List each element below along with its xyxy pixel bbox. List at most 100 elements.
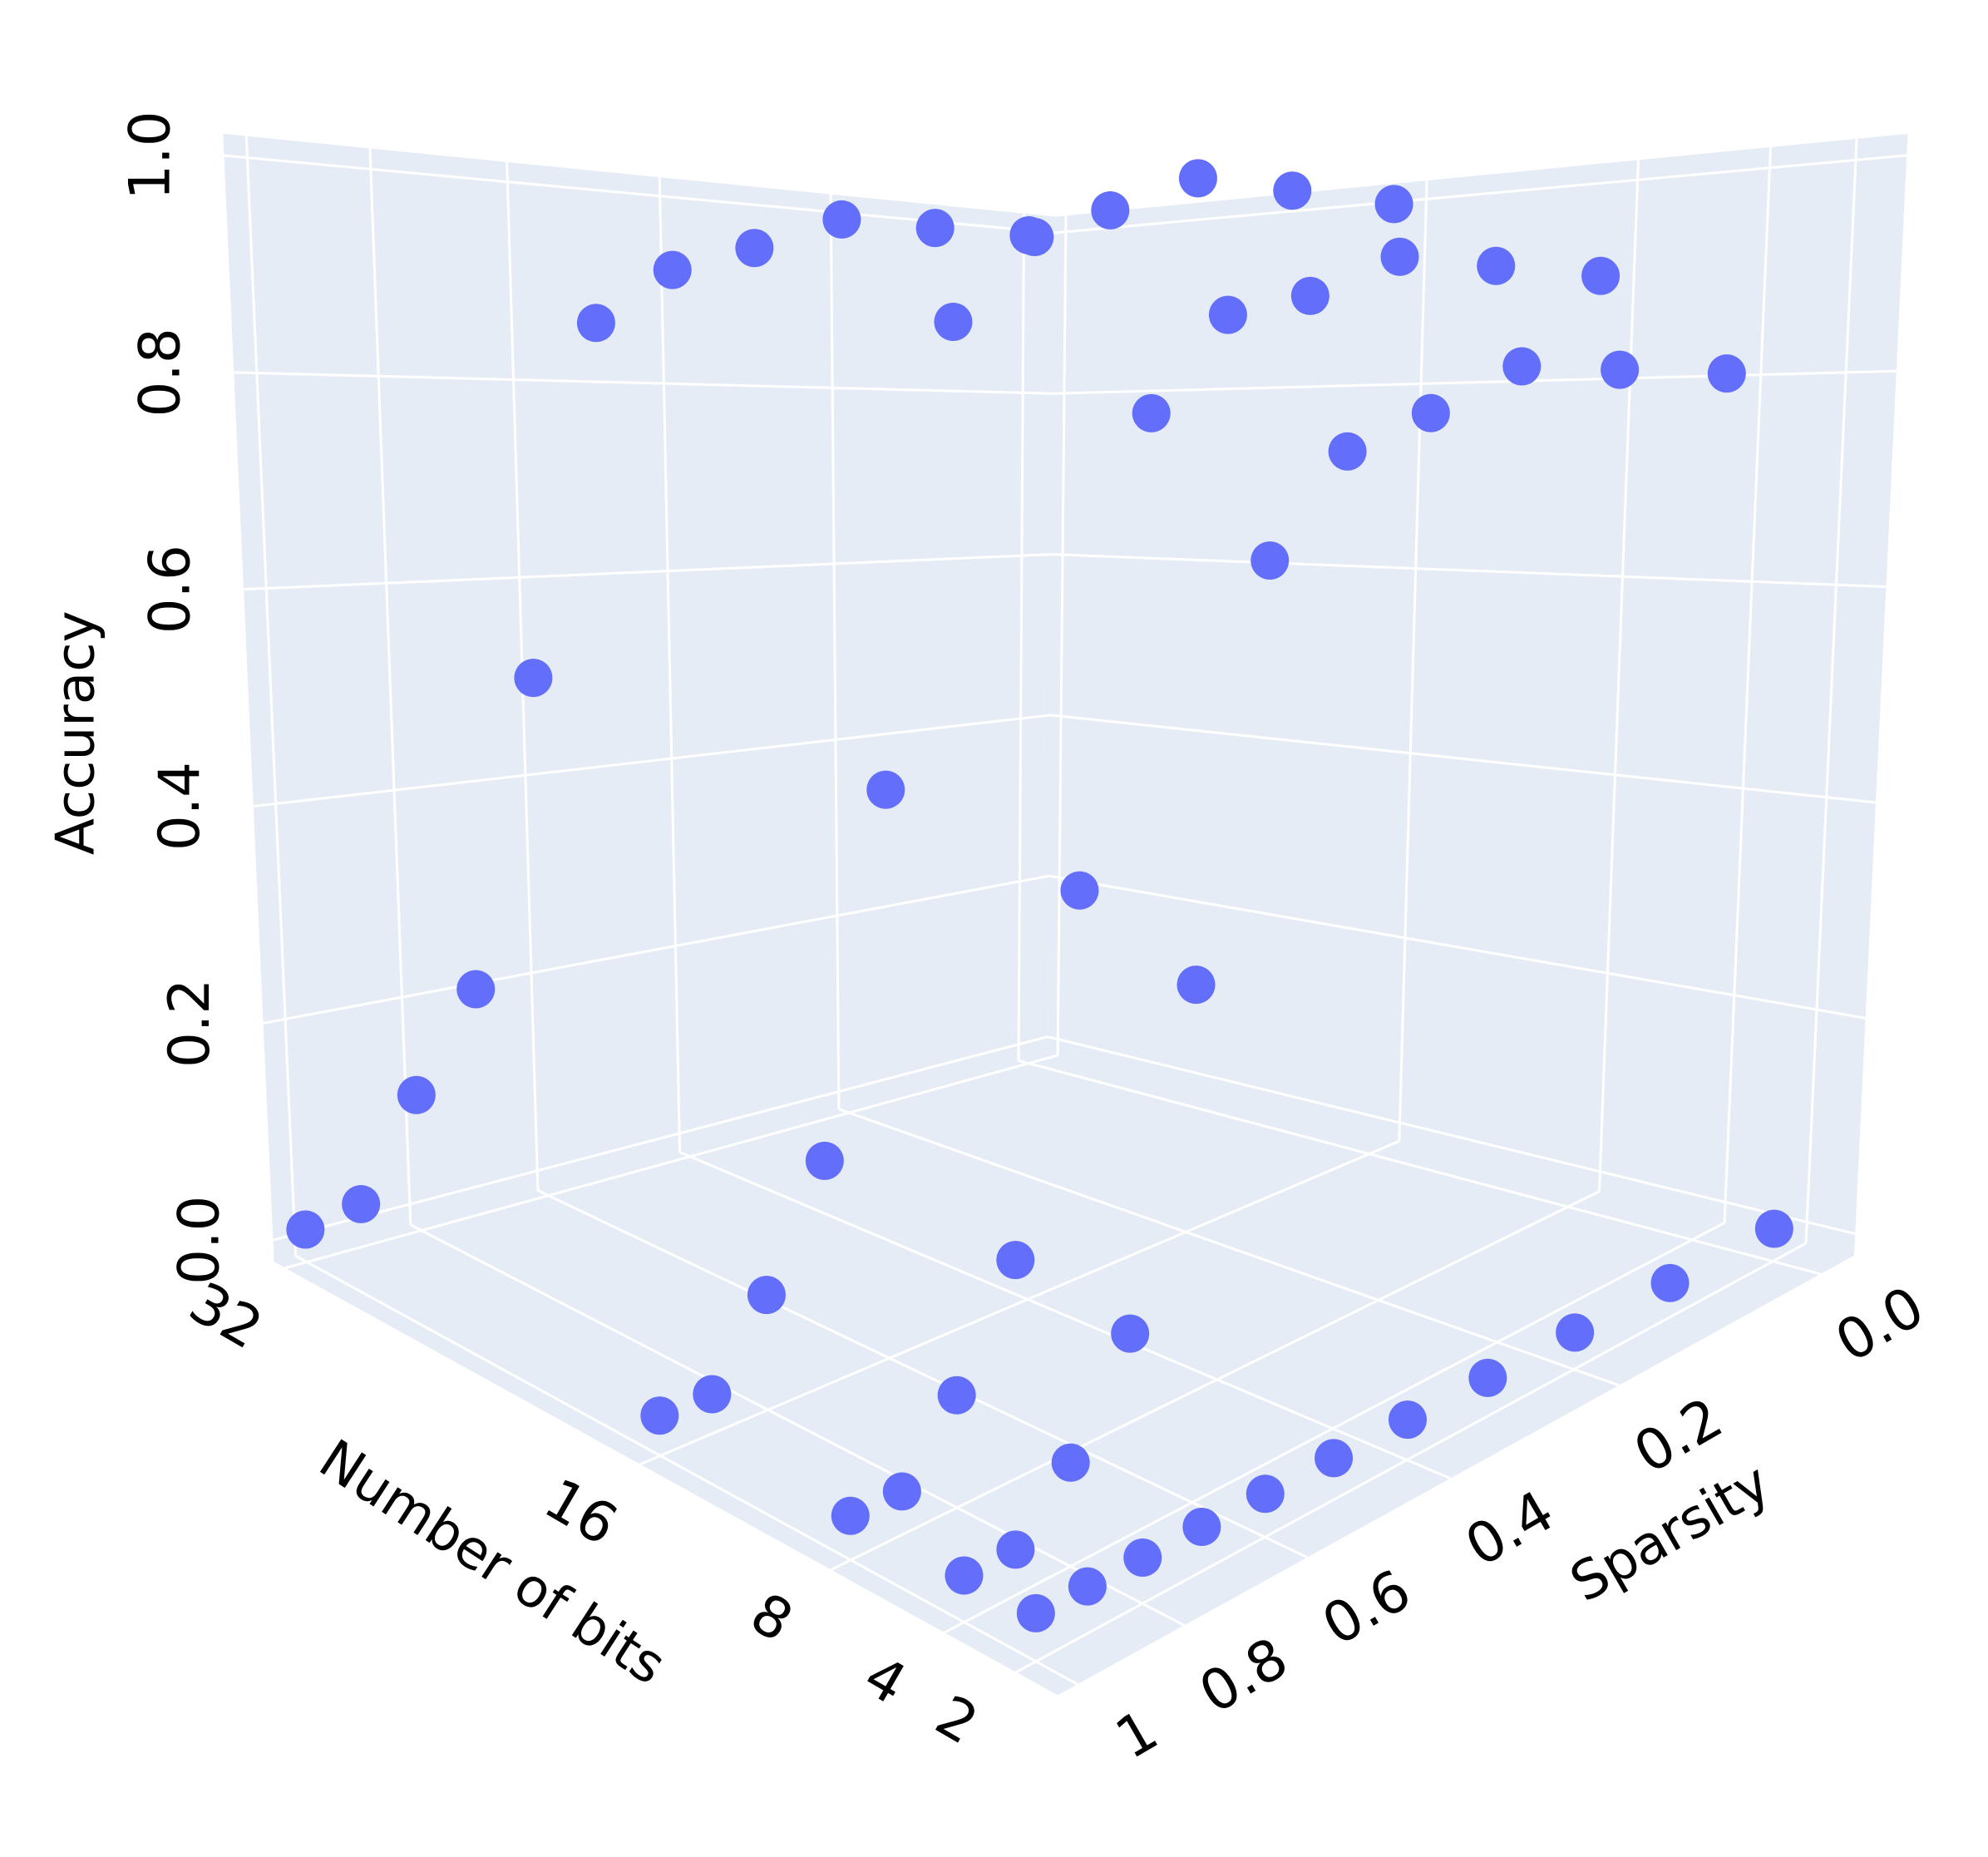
point [1411,393,1450,432]
y-grid-floor [838,1108,1620,1387]
point [1060,871,1099,910]
x-grid-floor [830,1190,1601,1571]
point [286,1210,325,1249]
point [1009,215,1048,254]
point [514,659,553,698]
point [653,250,692,289]
point [576,304,615,343]
point [945,1556,984,1595]
y-grid-wall [368,148,412,1225]
point [882,1472,921,1511]
floor-plane [274,1052,1855,1696]
y-grid-wall [829,194,841,1109]
point [1178,159,1217,198]
y-tick-label: 0.8 [1188,1624,1298,1726]
y-tick-label: 1 [1105,1696,1169,1771]
z-grid-left [243,553,1053,591]
z-grid-right [1050,714,1877,804]
point [1068,1567,1107,1606]
z-tick-label: 0.0 [166,1196,232,1285]
point [915,209,955,248]
point [1315,1439,1354,1478]
point [1380,237,1419,276]
point [1016,1593,1055,1632]
z-tick-label: 1.0 [117,111,183,200]
y-grid-floor [537,1189,1308,1559]
y-grid-floor [410,1223,1186,1627]
point [1477,246,1516,285]
point [1502,347,1542,386]
x-grid-wall [1597,160,1640,1192]
y-grid-floor [1018,1059,1821,1276]
z-tick-label: 0.8 [126,328,192,417]
point [1111,1314,1150,1353]
z-grid-left [273,1035,1048,1242]
point [640,1396,679,1435]
right-wall [1047,133,1908,1256]
z-tick-label: 0.2 [156,979,222,1068]
point [1132,393,1171,432]
point [805,1141,844,1180]
x-grid-wall [1398,180,1428,1142]
point [1468,1358,1507,1397]
y-grid-floor [678,1151,1451,1480]
left-wall [223,133,1056,1262]
x-grid-floor [284,1054,1058,1270]
point [831,1496,870,1535]
grid [224,136,1907,1686]
x-tick-label: 4 [854,1642,918,1717]
point [1556,1313,1595,1352]
z-grid-left [253,714,1051,808]
point [1650,1263,1690,1302]
z-grid-right [1047,1035,1856,1236]
point [1208,295,1247,334]
point [1707,354,1746,393]
x-grid-floor [1015,1242,1807,1674]
point [1374,185,1413,224]
z-tick-label: 0.4 [146,762,212,851]
point [735,229,774,268]
z-tick-label: 0.6 [136,545,202,634]
point [1091,190,1130,230]
point [1581,256,1620,295]
point [1273,171,1312,210]
point [1051,1443,1090,1482]
x-grid-floor [944,1222,1725,1634]
y-tick-label: 0.4 [1454,1478,1564,1579]
point [937,1375,976,1415]
y-grid-wall [244,136,298,1257]
point [1182,1508,1221,1547]
point [866,770,905,809]
z-grid-right [1052,553,1887,589]
x-tick-label: 8 [740,1580,804,1655]
z-grid-right [1053,369,1897,395]
point [1328,432,1367,471]
x-axis-title: Number of bits [308,1428,677,1697]
point [996,1241,1035,1280]
x-grid-wall [1804,138,1858,1244]
point [342,1184,381,1223]
point [747,1276,786,1315]
point [693,1375,732,1414]
z-grid-left [263,874,1050,1025]
z-grid-left [224,154,1056,235]
z-axis-title: Accuracy [45,610,107,855]
x-tick-label: 16 [534,1465,629,1558]
point [397,1075,436,1114]
plot-scene [223,133,1908,1696]
point [1601,350,1640,389]
points [286,159,1793,1632]
x-grid-wall [1723,146,1773,1223]
z-grid-right [1048,874,1866,1020]
point [1389,1400,1427,1440]
point [822,200,861,239]
point [1177,966,1216,1005]
y-tick-label: 0.6 [1311,1557,1421,1658]
point [996,1530,1035,1569]
x-tick-label: 2 [925,1682,989,1757]
y-grid-wall [1017,213,1026,1061]
point [1290,276,1329,315]
point [1246,1474,1285,1514]
point [1754,1209,1793,1248]
